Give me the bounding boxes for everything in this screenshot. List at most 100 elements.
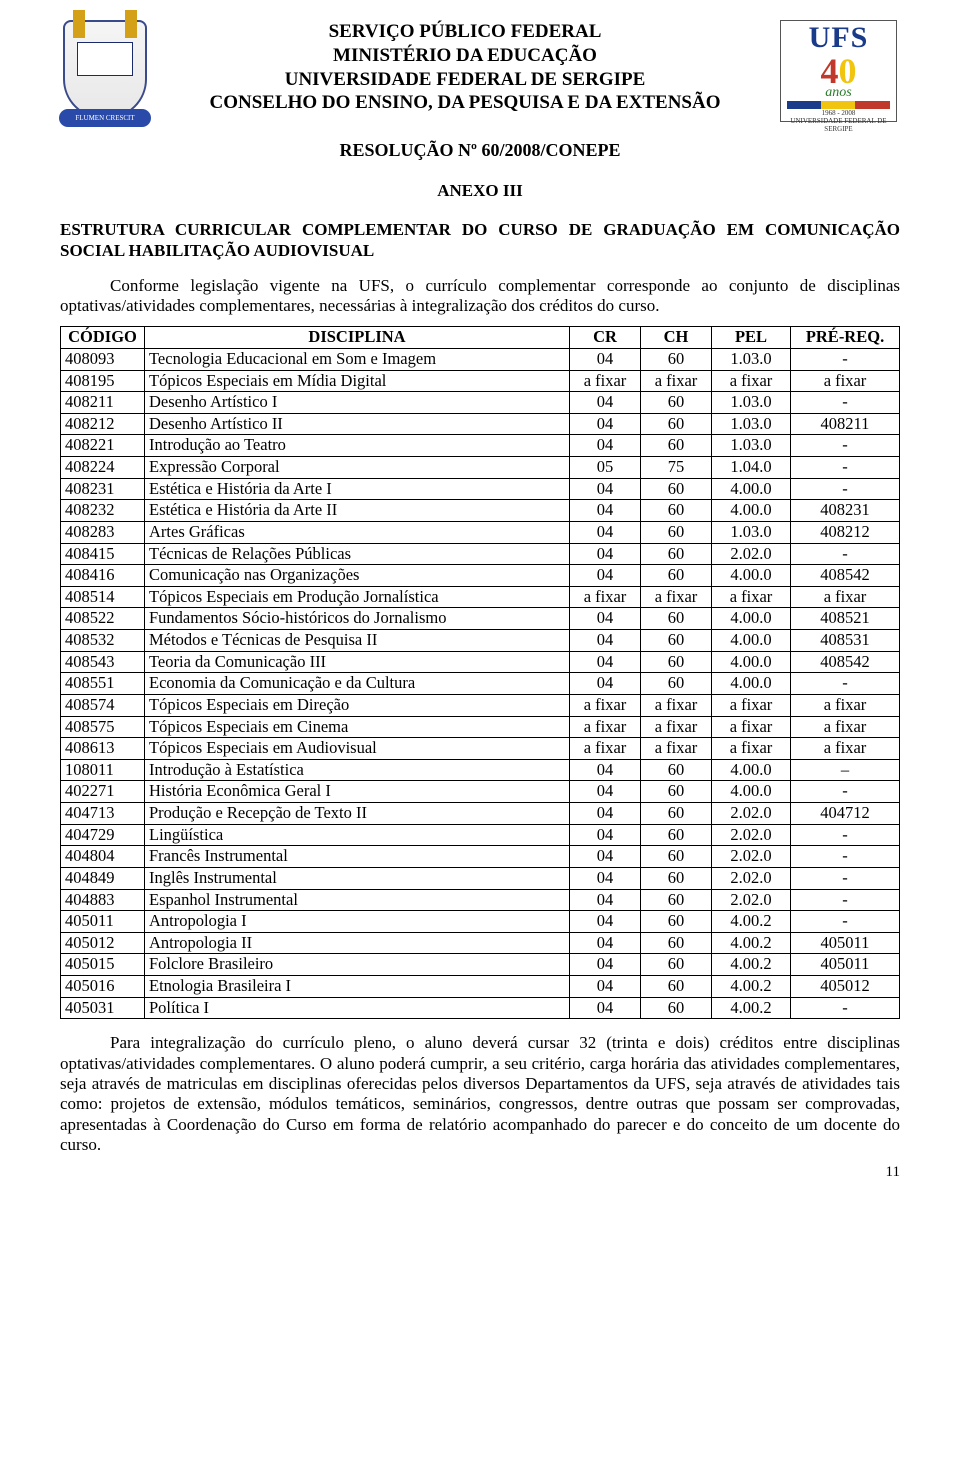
td-codigo: 408224 [61, 457, 145, 479]
td-prereq: - [791, 435, 900, 457]
table-row: 408514Tópicos Especiais em Produção Jorn… [61, 586, 900, 608]
td-cr: 04 [570, 630, 641, 652]
table-header-row: CÓDIGO DISCIPLINA CR CH PEL PRÉ-REQ. [61, 327, 900, 349]
td-cr: 04 [570, 846, 641, 868]
td-pel: a fixar [712, 586, 791, 608]
table-row: 405011Antropologia I04604.00.2- [61, 911, 900, 933]
td-ch: 60 [641, 500, 712, 522]
td-pel: a fixar [712, 716, 791, 738]
td-disciplina: Desenho Artístico II [145, 413, 570, 435]
td-disciplina: Tópicos Especiais em Produção Jornalísti… [145, 586, 570, 608]
title-line-2: MINISTÉRIO DA EDUCAÇÃO [150, 44, 780, 68]
td-cr: 04 [570, 932, 641, 954]
td-pel: 4.00.2 [712, 997, 791, 1019]
td-pel: 2.02.0 [712, 867, 791, 889]
td-pel: 4.00.0 [712, 478, 791, 500]
td-codigo: 408416 [61, 565, 145, 587]
td-prereq: - [791, 543, 900, 565]
table-row: 404883Espanhol Instrumental04602.02.0- [61, 889, 900, 911]
td-disciplina: História Econômica Geral I [145, 781, 570, 803]
table-row: 408212Desenho Artístico II04601.03.04082… [61, 413, 900, 435]
td-cr: 04 [570, 500, 641, 522]
td-pel: 1.04.0 [712, 457, 791, 479]
th-codigo: CÓDIGO [61, 327, 145, 349]
td-codigo: 408212 [61, 413, 145, 435]
td-disciplina: Estética e História da Arte I [145, 478, 570, 500]
td-disciplina: Antropologia I [145, 911, 570, 933]
table-row: 405015Folclore Brasileiro04604.00.240501… [61, 954, 900, 976]
td-cr: 04 [570, 803, 641, 825]
table-row: 408232Estética e História da Arte II0460… [61, 500, 900, 522]
td-disciplina: Tópicos Especiais em Cinema [145, 716, 570, 738]
td-disciplina: Política I [145, 997, 570, 1019]
td-cr: 04 [570, 348, 641, 370]
td-cr: 05 [570, 457, 641, 479]
td-pel: 1.03.0 [712, 521, 791, 543]
table-row: 404804Francês Instrumental04602.02.0- [61, 846, 900, 868]
td-prereq: 408542 [791, 651, 900, 673]
td-ch: 60 [641, 976, 712, 998]
td-pel: 4.00.0 [712, 565, 791, 587]
td-codigo: 408231 [61, 478, 145, 500]
td-ch: 60 [641, 932, 712, 954]
td-disciplina: Técnicas de Relações Públicas [145, 543, 570, 565]
td-prereq: - [791, 911, 900, 933]
td-codigo: 408514 [61, 586, 145, 608]
table-row: 408283Artes Gráficas04601.03.0408212 [61, 521, 900, 543]
page-header: FLUMEN CRESCIT SERVIÇO PÚBLICO FEDERAL M… [60, 20, 900, 130]
table-row: 408224Expressão Corporal05751.04.0- [61, 457, 900, 479]
td-prereq: - [791, 348, 900, 370]
td-pel: 4.00.0 [712, 630, 791, 652]
td-disciplina: Tópicos Especiais em Audiovisual [145, 738, 570, 760]
td-pel: 4.00.0 [712, 651, 791, 673]
table-row: 408543Teoria da Comunicação III04604.00.… [61, 651, 900, 673]
td-cr: a fixar [570, 370, 641, 392]
td-codigo: 408575 [61, 716, 145, 738]
td-ch: a fixar [641, 738, 712, 760]
td-codigo: 404713 [61, 803, 145, 825]
td-cr: 04 [570, 759, 641, 781]
td-pel: 4.00.2 [712, 976, 791, 998]
td-cr: 04 [570, 392, 641, 414]
td-codigo: 405015 [61, 954, 145, 976]
table-row: 408575Tópicos Especiais em Cinema a fixar… [61, 716, 900, 738]
ufs-logo-years: 1968 - 2008 [781, 109, 896, 117]
td-ch: 60 [641, 435, 712, 457]
td-pel: 2.02.0 [712, 889, 791, 911]
td-pel: 1.03.0 [712, 413, 791, 435]
td-ch: a fixar [641, 586, 712, 608]
td-cr: a fixar [570, 738, 641, 760]
td-cr: a fixar [570, 586, 641, 608]
td-cr: 04 [570, 651, 641, 673]
td-codigo: 404804 [61, 846, 145, 868]
td-pel: 1.03.0 [712, 435, 791, 457]
td-prereq: - [791, 392, 900, 414]
shield-banner-text: FLUMEN CRESCIT [59, 109, 151, 127]
td-codigo: 108011 [61, 759, 145, 781]
td-codigo: 404729 [61, 824, 145, 846]
td-disciplina: Comunicação nas Organizações [145, 565, 570, 587]
td-disciplina: Métodos e Técnicas de Pesquisa II [145, 630, 570, 652]
td-prereq: 408542 [791, 565, 900, 587]
table-row: 408231Estética e História da Arte I04604… [61, 478, 900, 500]
ufs-40-anos-logo: UFS 40 anos 1968 - 2008 UNIVERSIDADE FED… [780, 20, 900, 130]
table-row: 404849Inglês Instrumental04602.02.0- [61, 867, 900, 889]
curriculum-table: CÓDIGO DISCIPLINA CR CH PEL PRÉ-REQ. 408… [60, 326, 900, 1019]
td-codigo: 405016 [61, 976, 145, 998]
td-cr: 04 [570, 478, 641, 500]
td-cr: 04 [570, 889, 641, 911]
td-codigo: 405012 [61, 932, 145, 954]
table-row: 408522Fundamentos Sócio-históricos do Jo… [61, 608, 900, 630]
intro-paragraph: Conforme legislação vigente na UFS, o cu… [60, 276, 900, 317]
td-codigo: 408195 [61, 370, 145, 392]
td-ch: 60 [641, 630, 712, 652]
td-cr: 04 [570, 997, 641, 1019]
table-row: 408415Técnicas de Relações Públicas04602… [61, 543, 900, 565]
td-disciplina: Introdução ao Teatro [145, 435, 570, 457]
td-prereq: - [791, 997, 900, 1019]
td-ch: 60 [641, 392, 712, 414]
td-prereq: a fixar [791, 586, 900, 608]
td-disciplina: Tecnologia Educacional em Som e Imagem [145, 348, 570, 370]
td-pel: 4.00.0 [712, 673, 791, 695]
td-ch: 60 [641, 824, 712, 846]
